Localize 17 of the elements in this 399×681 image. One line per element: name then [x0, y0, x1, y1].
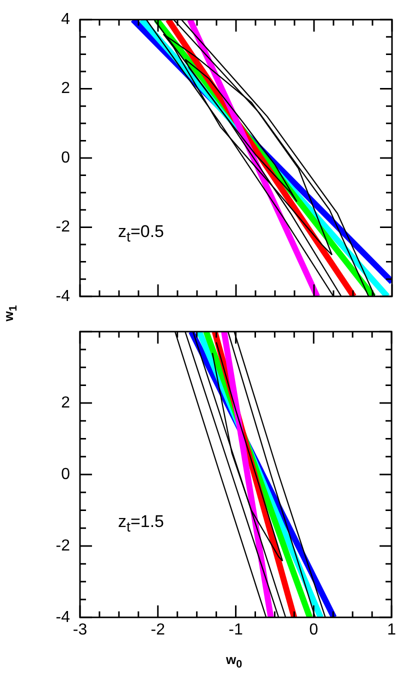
x-tick-label: 0: [309, 621, 318, 638]
y-tick-label: -2: [56, 537, 70, 554]
y-tick-label: 2: [61, 394, 70, 412]
x-tick-label: 1: [387, 621, 396, 638]
y-tick-label: -4: [56, 288, 70, 305]
annotation: z$_{t}$=1.5: [118, 512, 164, 536]
y-tick-label: -2: [56, 218, 70, 236]
x-tick-label: -3: [72, 621, 88, 638]
x-tick-label: -2: [150, 621, 166, 638]
x-tick-label: -1: [228, 621, 243, 638]
y-tick-label: 0: [61, 149, 70, 166]
y-tick-label: 4: [61, 11, 70, 28]
y-tick-label: -4: [56, 608, 70, 626]
y-tick-label: 0: [61, 466, 70, 483]
annotation: z$_{t}$=0.5: [118, 222, 164, 246]
y-tick-label: 2: [61, 80, 70, 98]
x-axis-title: w$_{0}$: [226, 652, 242, 671]
